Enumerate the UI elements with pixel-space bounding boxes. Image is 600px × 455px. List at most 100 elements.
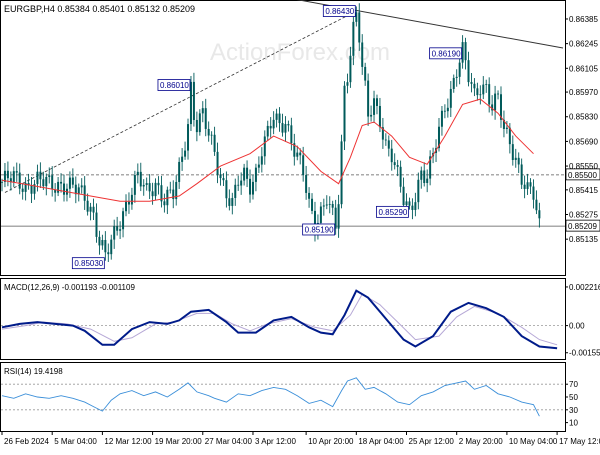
candle-body [293,143,296,157]
candle-body [249,178,252,195]
candle-body [74,184,77,195]
candle-body [523,184,526,189]
candle-body [113,226,116,240]
candle-body [349,55,352,83]
candle-body [187,124,190,151]
candle-body [532,186,535,200]
macd-y-tick-label: 0.002216 [569,283,600,292]
candle-body [437,126,440,149]
time-label: 18 Apr 04:00 [358,437,404,446]
candle-body [497,93,500,95]
rsi-y-tick-label: 50 [569,393,578,402]
candle-body [36,171,39,185]
candle-body [358,12,361,43]
candle-body [325,204,328,206]
candle-body [364,66,367,81]
candle-body [130,194,133,205]
ema-line [1,98,534,202]
rsi-pane-frame [0,362,566,432]
candle-body [296,152,299,157]
candle-body [222,178,225,181]
price-y-tick-label: 0.85550 [569,162,598,171]
price-y-tick-label: 0.86245 [569,40,598,49]
price-y-tick-label: 0.86105 [569,64,598,73]
candle-body [110,239,113,255]
candle-body [408,201,411,206]
candle-body [482,84,485,95]
candle-body [243,167,246,181]
candle-body [499,94,502,120]
price-level-label: 0.85209 [568,222,597,231]
candle-body [402,186,405,206]
price-y-tick-label: 0.85275 [569,211,598,220]
candle-body [337,204,340,229]
rsi-y-tick-label: 10 [569,419,578,428]
time-label: 19 Mar 20:00 [155,437,203,446]
candle-body [429,156,432,179]
candle-body [54,189,57,193]
time-axis: 26 Feb 2024 5 Mar 04:00 12 Mar 12:00 19 Mar… [1,431,600,446]
candle-body [494,93,497,111]
candle-body [125,201,128,212]
candle-body [151,191,154,197]
candle-body [387,140,390,149]
candle-body [281,123,284,133]
candle-body [257,164,260,168]
candle-body [216,151,219,175]
candle-body [246,167,249,179]
candle-body [98,236,101,246]
candle-body [189,81,192,125]
candle-body [322,205,325,207]
candle-body [458,62,461,77]
candle-body [160,185,163,202]
candle-body [39,171,42,180]
macd-lines [1,289,565,350]
macd-y-axis: 0.002216 0.00 -0.001556 [565,283,600,358]
candle-body [473,83,476,89]
macd-title: MACD(12,26,9) -0.001193 -0.001109 [4,283,135,292]
candle-body [139,171,142,187]
candle-body [505,127,508,129]
rsi-y-tick-label: 70 [569,380,578,389]
time-label: 26 Feb 2024 [4,437,49,446]
candle-body [263,136,266,157]
candle-body [302,155,305,176]
candle-body [381,127,384,140]
candle-body [219,174,222,179]
candle-body [378,105,381,128]
candle-body [234,184,237,198]
candle-body [290,125,293,144]
candle-body [529,182,532,187]
candle-body [446,107,449,112]
candle-body [77,187,80,195]
candle-body [476,88,479,96]
candle-body [3,170,6,182]
price-annotation-label: 0.86010 [160,81,189,90]
candle-body [440,110,443,127]
candle-body [278,113,281,124]
candle-body [24,182,27,192]
candle-body [352,21,355,56]
macd-y-tick-label: 0.00 [569,322,585,331]
candle-body [485,84,488,85]
candle-body [275,113,278,120]
rsi-y-tick-label: 30 [569,406,578,415]
candle-body [225,180,228,199]
candle-body [346,82,349,86]
candle-body [390,148,393,163]
candle-body [210,134,213,136]
candle-body [136,171,139,176]
candle-body [313,210,316,233]
candle-body [405,201,408,206]
candle-body [502,119,505,129]
candle-body [331,203,334,208]
price-annotation-label: 0.85030 [74,259,103,268]
candle-body [145,183,148,185]
candle-body [420,170,423,180]
time-label: 10 Apr 20:00 [308,437,354,446]
price-y-tick-label: 0.85135 [569,235,598,244]
candle-body [207,128,210,136]
macd-y-tick-label: -0.001556 [569,349,600,358]
candle-body [464,42,467,61]
price-annotation-box [157,79,191,91]
